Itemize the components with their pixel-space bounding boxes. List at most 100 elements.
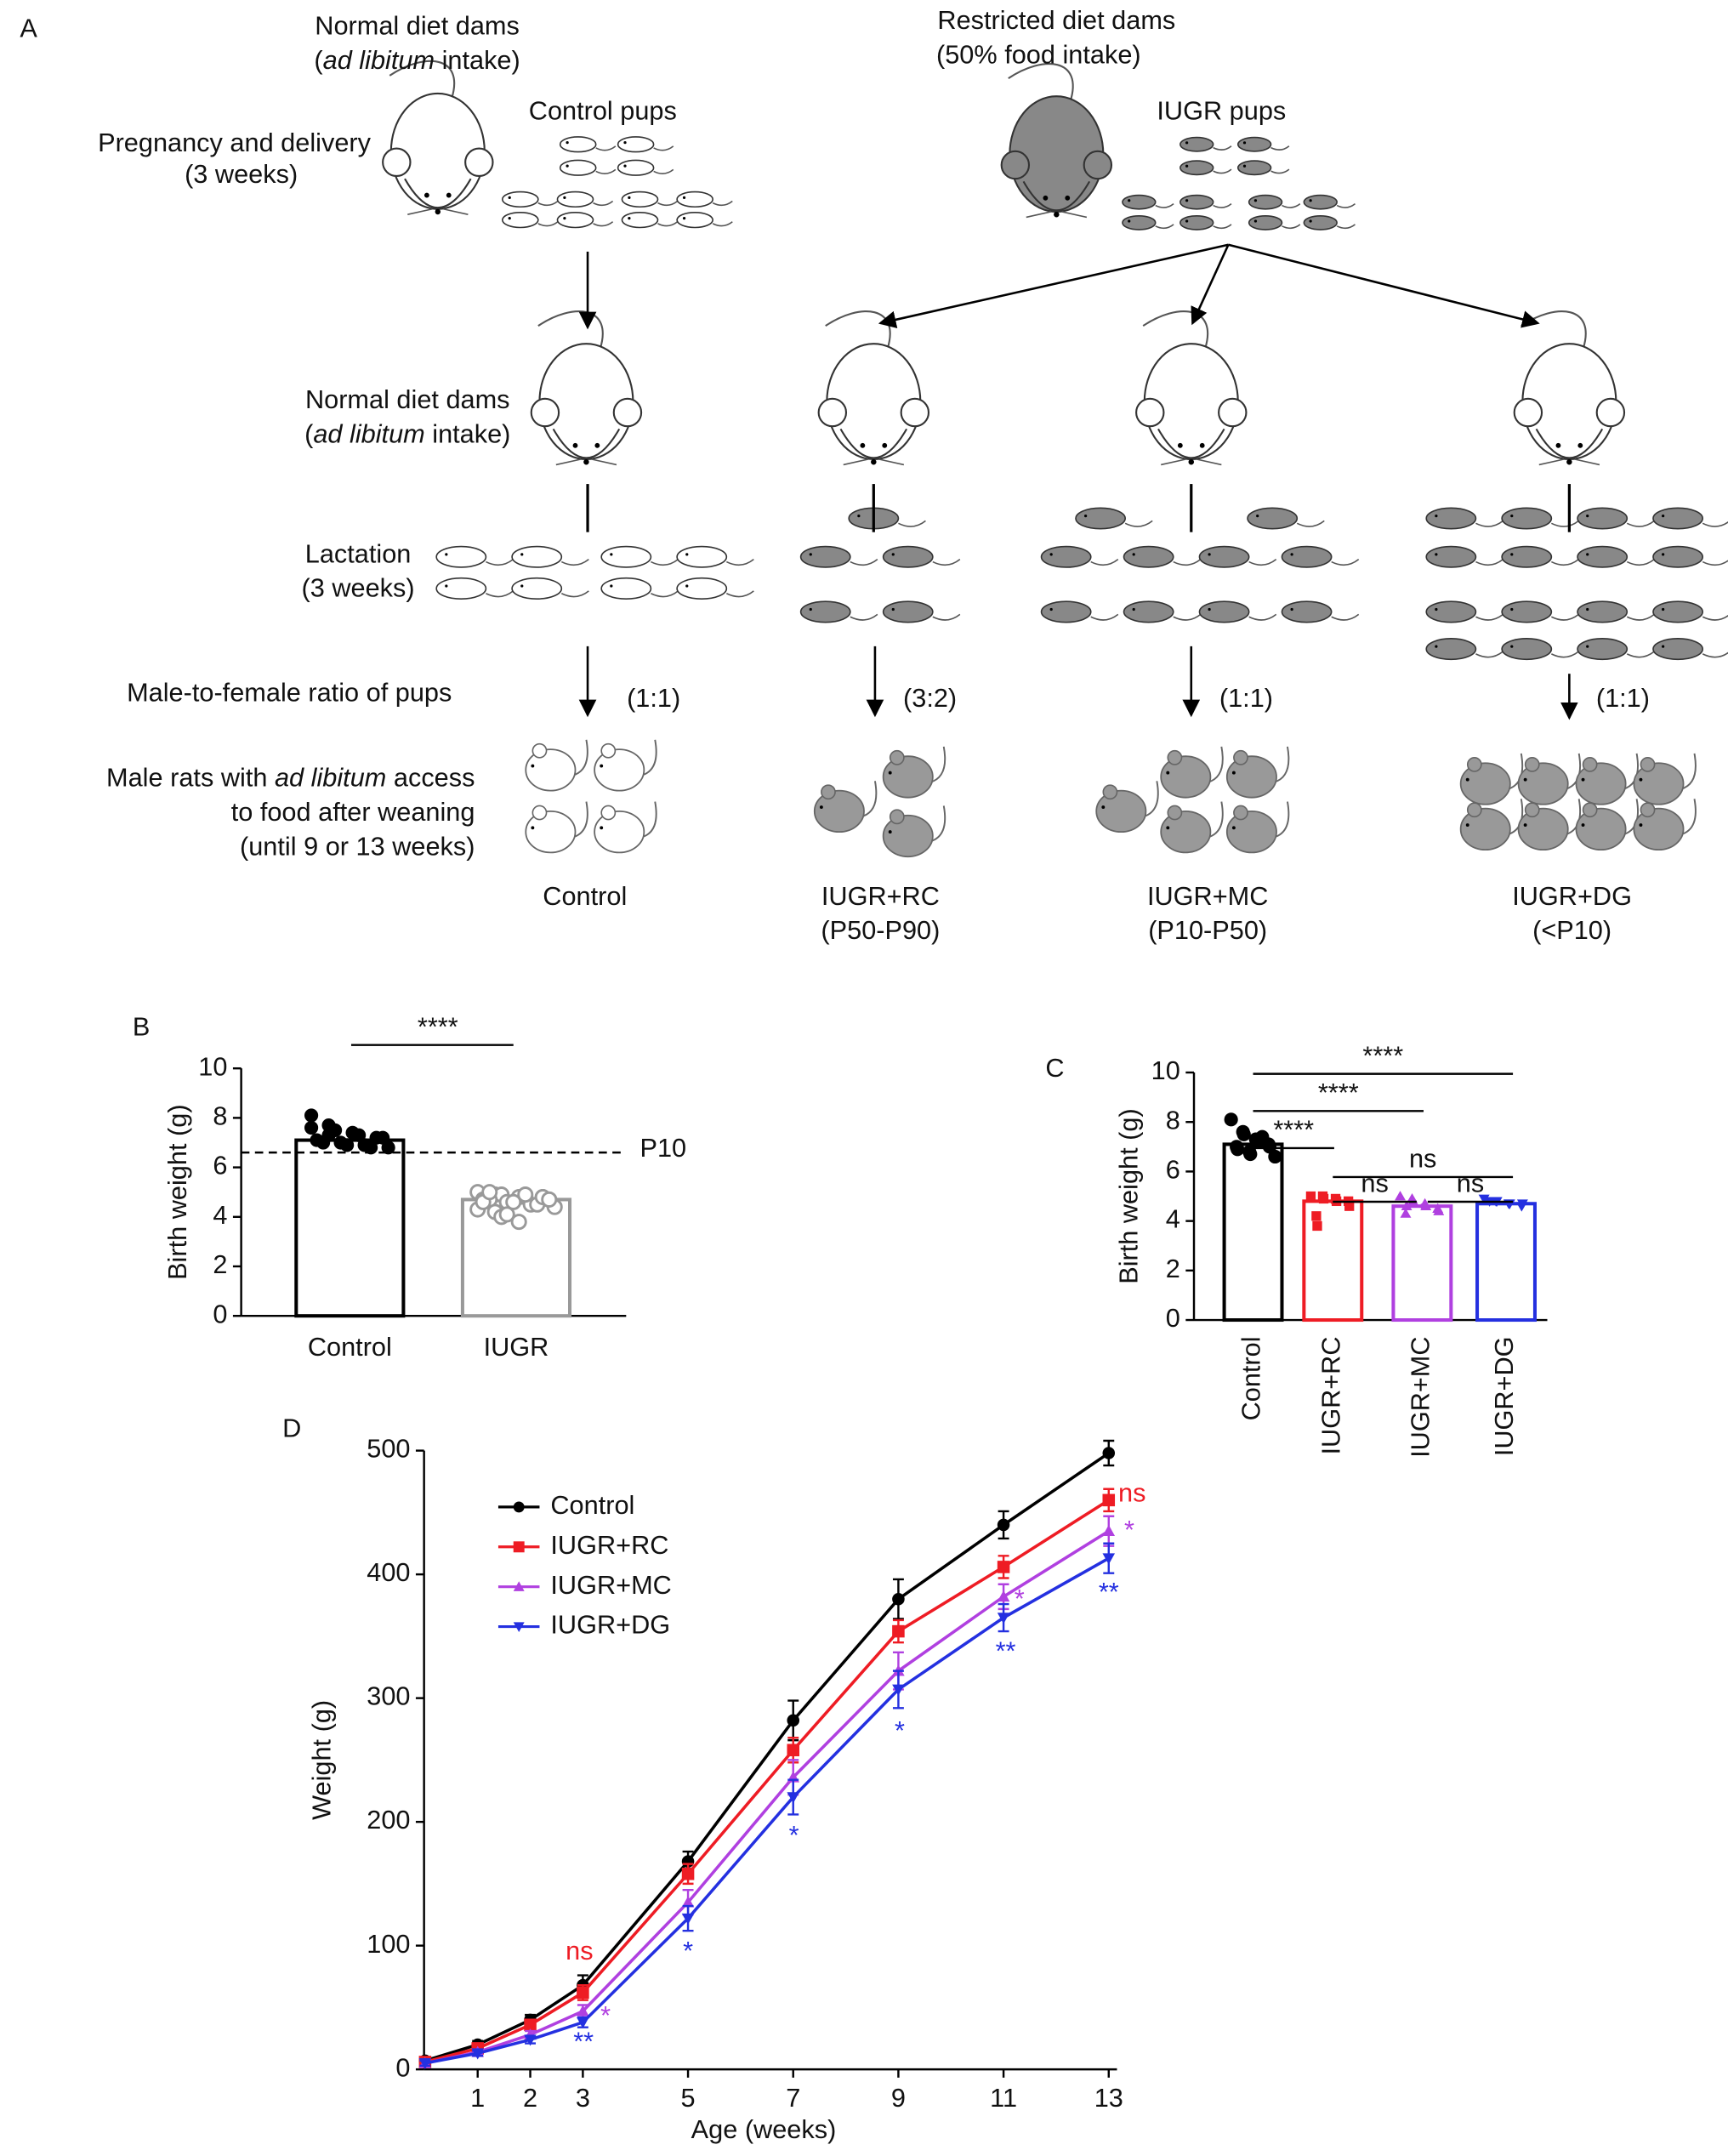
pup-tail [1626,520,1655,527]
rat-eye [1101,805,1106,809]
data-point [1407,1195,1419,1206]
pup-tail [1248,613,1277,621]
pup-eye [563,196,566,199]
pup-eye [682,196,686,199]
data-point [1305,1191,1316,1202]
pup-body [556,212,594,229]
group-label: (P10-P50) [1148,915,1267,945]
pup-eye [445,553,448,556]
rat-eye [1199,442,1205,448]
pup-eye [1435,645,1438,648]
pup-body [1577,545,1629,568]
rat-eye [888,830,892,834]
pup-tail [1090,613,1119,621]
pup-body [1652,600,1704,623]
rat-ear [531,742,548,759]
pup-eye [1662,607,1665,612]
pup-tail [932,613,961,621]
pup-eye [1510,645,1514,648]
annotation: * [895,1715,905,1745]
rat-eye [860,442,866,448]
pup-eye [1435,553,1438,556]
y-axis-label: Birth weight (g) [162,1104,192,1279]
rat-ear [1640,756,1656,772]
marker [513,1541,525,1553]
pup-tail [1336,224,1356,230]
pup-eye [685,584,689,588]
pup-body [511,545,563,568]
ratio-label: (1:1) [1596,683,1650,713]
pup-tail [1270,168,1290,174]
pup-body [799,545,851,568]
pup-body [1248,194,1283,210]
rat-eye [888,771,892,775]
line [424,1529,1110,2065]
rat-eye [531,826,535,830]
x-tick-label: 1 [470,2083,485,2113]
pup-eye [1242,141,1247,145]
rat-body [1225,810,1277,854]
text-segment: ( [304,419,314,449]
text-segment: ( [314,45,323,75]
pup-eye [610,584,613,588]
x-tick-label: 3 [576,2083,590,2113]
data-point [505,1193,522,1210]
rat-ear [1595,397,1626,428]
y-axis-label: Weight (g) [307,1700,337,1820]
rat-eye [594,442,600,448]
label: (ad libitum intake) [304,419,510,449]
pup-body [1198,600,1250,623]
pup-tail [657,200,679,207]
pup-eye [1185,199,1189,202]
x-tick-label: Control [308,1332,392,1362]
y-tick-label: 400 [367,1557,410,1587]
rat-body [1160,810,1212,854]
pup-eye [1049,607,1053,612]
data-point [510,1214,527,1231]
pup-body [556,191,594,208]
label: (ad libitum intake) [314,45,520,75]
group-label: (<P10) [1532,915,1611,945]
rat-eye [572,442,578,448]
pup-body [600,577,652,600]
legend-label: IUGR+RC [550,1530,668,1560]
pup-eye [610,553,613,556]
rat-body [1633,807,1685,851]
x-tick-label: 7 [786,2083,800,2113]
rat-eye [1581,777,1585,782]
rat-eye [1581,823,1585,827]
pup-eye [1510,607,1514,612]
pup-body [1075,507,1126,530]
marker [471,2048,484,2060]
panel-label: A [20,14,37,43]
group-label: IUGR+MC [1147,881,1268,911]
ratio-label: (1:1) [627,683,680,713]
rat-ear [889,809,905,825]
ratio-label: (1:1) [1219,683,1273,713]
y-tick-label: 2 [1166,1254,1180,1283]
pup-body [435,577,487,600]
pup-tail [1702,651,1728,658]
panel-label: B [133,1011,150,1041]
pup-tail [1626,559,1655,566]
pup-tail [560,590,589,598]
label: (3 weeks) [185,159,298,189]
group-label: (P50-P90) [821,915,940,945]
pup-tail [486,559,514,566]
pup-body [1281,600,1333,623]
rat-eye [882,442,888,448]
x-tick-label: 2 [523,2083,537,2113]
pup-eye [1132,553,1135,556]
rat-ear [1218,397,1248,428]
pup-eye [566,141,569,145]
pup-tail [1702,560,1728,566]
marker [577,2017,589,2029]
rat-head [404,178,472,209]
marker [1102,1493,1116,1507]
pup-eye [1435,607,1438,612]
pup-eye [891,553,895,556]
y-tick-label: 10 [1151,1055,1180,1085]
data-point [1311,1211,1322,1221]
marker [577,1986,589,2000]
pup-eye [1510,553,1514,556]
